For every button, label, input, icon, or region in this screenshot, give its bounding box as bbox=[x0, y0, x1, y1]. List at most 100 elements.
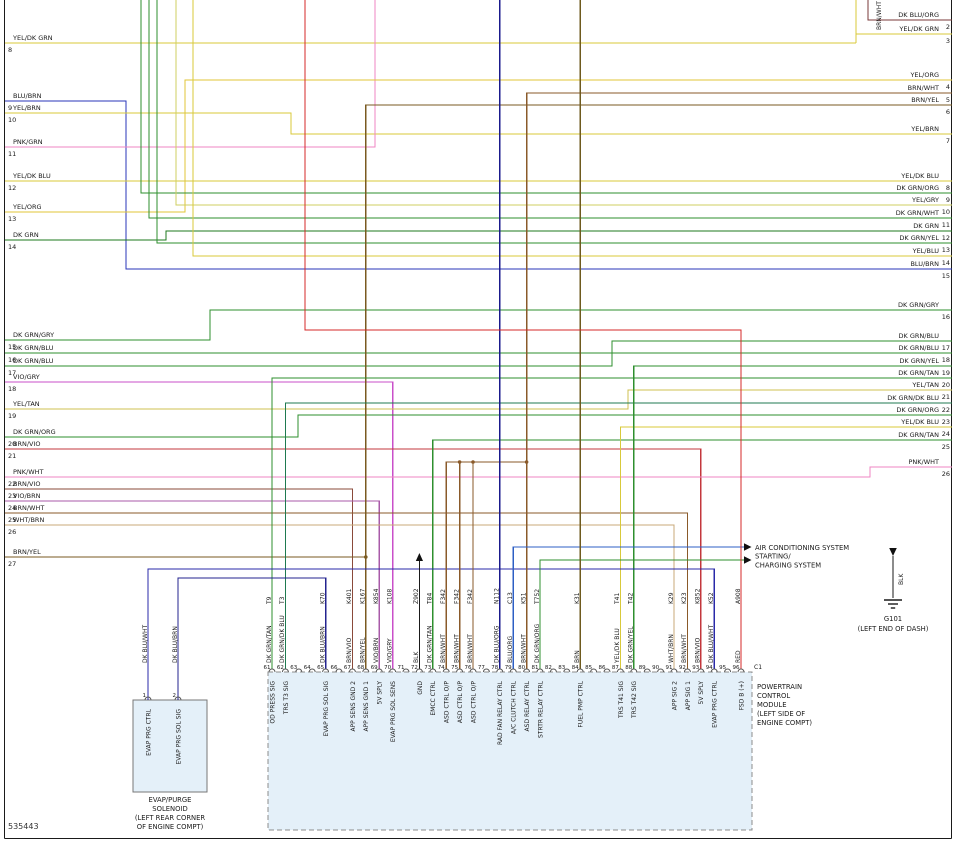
wire-left9-blu-brn bbox=[5, 100, 952, 270]
evap-pin-wire-color: DK BLU/BRN bbox=[172, 626, 179, 663]
pcm-pin-socket bbox=[683, 668, 691, 673]
pcm-pin-socket bbox=[389, 668, 397, 673]
wire-left23-brn-vio bbox=[5, 488, 354, 669]
evap-pin-socket bbox=[144, 696, 152, 701]
sheet-number: 535443 bbox=[8, 822, 39, 831]
pcm-pin-number: 74 bbox=[438, 665, 445, 671]
pcm-pin-wire-color: BRN/YEL bbox=[360, 637, 367, 663]
pcm-pin-socket bbox=[402, 668, 410, 673]
left-wire-number: 24 bbox=[8, 504, 16, 512]
right-wire-color-label: DK GRN/YEL bbox=[899, 234, 939, 242]
right-wire-number: 14 bbox=[942, 259, 950, 267]
left-wire-number: 14 bbox=[8, 243, 16, 251]
pcm-caption: (LEFT SIDE OF bbox=[757, 710, 805, 718]
junction-dot bbox=[524, 460, 529, 464]
pcm-pin-socket bbox=[697, 668, 705, 673]
right-wire-number: 8 bbox=[946, 184, 950, 192]
pcm-pin-circuit-id: K29 bbox=[668, 592, 675, 604]
right-wire-number: 10 bbox=[942, 208, 950, 216]
wire-left24-vio-brn bbox=[5, 500, 380, 669]
air-conditioning-system-arrow bbox=[744, 543, 752, 551]
left-wire-number: 16 bbox=[8, 356, 16, 364]
pcm-pin-socket bbox=[710, 668, 718, 673]
wire-left25-brn-wht bbox=[5, 512, 689, 669]
wire-pin88-dk-grn-yel bbox=[633, 365, 952, 669]
pcm-pin-wire-color: WHT/BRN bbox=[668, 634, 675, 663]
pcm-pin-number: 84 bbox=[572, 665, 579, 671]
evap-caption: EVAP/PURGE bbox=[149, 796, 192, 804]
pcm-pin-wire-color: BLU/ORG bbox=[507, 636, 514, 663]
g101-feed-arrow bbox=[889, 548, 897, 556]
pcm-pin-circuit-id: T9 bbox=[266, 596, 273, 605]
right-wire-color-label: YEL/DK BLU bbox=[900, 418, 939, 426]
left-wire-number: 8 bbox=[8, 46, 12, 54]
pcm-pin-number: 67 bbox=[344, 665, 351, 671]
left-wire-color-label: DK GRN/BLU bbox=[13, 357, 54, 365]
pcm-pin-wire-color: DK BLU/ORG bbox=[494, 625, 501, 663]
right-wire-color-label: YEL/DK GRN bbox=[898, 25, 939, 33]
pcm-pin-socket bbox=[415, 668, 423, 673]
evap-pin-wire-color: DK BLU/WHT bbox=[142, 625, 149, 663]
pcm-pin-wire-color: BRN/WHT bbox=[467, 634, 474, 663]
pcm-pin-wire-color: BRN bbox=[574, 650, 581, 663]
right-wire-color-label: BLU/BRN bbox=[910, 260, 939, 268]
pcm-pin-signal: STRTR RELAY CTRL bbox=[537, 680, 544, 738]
pcm-pin-wire-color: YEL/DK BLU bbox=[614, 628, 621, 664]
pcm-pin-circuit-id: F342 bbox=[467, 589, 474, 604]
wire-right13-dk-grn-yel bbox=[156, 0, 952, 244]
pcm-pin-number: 95 bbox=[719, 665, 726, 671]
pcm-pin-circuit-id: N112 bbox=[494, 588, 501, 604]
wire-left26-wht-brn bbox=[5, 524, 675, 669]
pcm-caption: POWERTRAIN bbox=[757, 683, 802, 691]
pcm-pin-socket bbox=[576, 668, 584, 673]
pcm-pin-number: 86 bbox=[599, 665, 606, 671]
pcm-pin-signal: EVAP PRG SOL SIG bbox=[323, 681, 330, 737]
left-wire-color-label: YEL/ORG bbox=[12, 203, 42, 211]
pcm-pin-signal: TRS T41 SIG bbox=[618, 681, 625, 719]
pcm-pin-wire-color: DK GRN/YEL bbox=[628, 626, 635, 663]
pcm-pin-circuit-id: T42 bbox=[628, 593, 635, 605]
right-wire-number: 13 bbox=[942, 246, 950, 254]
left-wire-number: 18 bbox=[8, 385, 16, 393]
right-wire-number: 20 bbox=[942, 381, 950, 389]
pcm-pin-socket bbox=[724, 668, 732, 673]
right-wire-color-label: DK GRN/GRY bbox=[898, 301, 939, 309]
right-wire-color-label: DK GRN/ORG bbox=[896, 184, 939, 192]
pcm-pin-circuit-id: K51 bbox=[520, 592, 527, 604]
pcm-pin-wire-color: BRN/WHT bbox=[453, 634, 460, 663]
right-wire-color-label: DK GRN/BLU bbox=[899, 344, 940, 352]
pcm-pin-socket bbox=[616, 668, 624, 673]
right-wire-color-label: DK GRN/TAN bbox=[898, 431, 939, 439]
evap-caption: SOLENOID bbox=[152, 805, 187, 813]
pcm-pin-circuit-id: K23 bbox=[681, 592, 688, 604]
pcm-pin-number: 88 bbox=[625, 665, 632, 671]
left-wire-color-label: DK GRN bbox=[13, 231, 39, 239]
right-wire-color-label: YEL/TAN bbox=[911, 381, 939, 389]
pcm-pin-number: 61 bbox=[264, 665, 271, 671]
pcm-pin-signal: APP SIG 1 bbox=[685, 681, 692, 710]
ground-location: (LEFT END OF DASH) bbox=[858, 625, 929, 633]
right-wire-number: 4 bbox=[946, 83, 950, 91]
left-wire-color-label: WHT/BRN bbox=[13, 516, 44, 524]
wire-right9-dk-grn-org bbox=[140, 0, 952, 194]
pcm-pin-socket bbox=[308, 668, 316, 673]
pcm-pin-circuit-id: T41 bbox=[614, 593, 621, 605]
right-wire-color-label: YEL/GRY bbox=[911, 196, 939, 204]
pcm-pin-signal: EVAP PRG CTRL bbox=[712, 680, 719, 728]
pcm-pin-signal: APP SENS GND 2 bbox=[350, 681, 357, 732]
pcm-pin-wire-color: DK BLU/WHT bbox=[708, 625, 715, 663]
pcm-pin-socket bbox=[643, 668, 651, 673]
pcm-pin-circuit-id: T752 bbox=[534, 589, 541, 605]
right-wire-number: 26 bbox=[942, 470, 950, 478]
left-wire-color-label: DK GRN/BLU bbox=[13, 344, 54, 352]
right-wire-number: 9 bbox=[946, 196, 950, 204]
right-wire-number: 16 bbox=[942, 313, 950, 321]
right-wire-number: 25 bbox=[942, 443, 950, 451]
pcm-pin-signal: ASD RELAY CTRL bbox=[524, 680, 531, 731]
pcm-pin-number: 91 bbox=[666, 665, 673, 671]
pcm-pin-number: 66 bbox=[331, 665, 338, 671]
pcm-pin-signal: ASD CTRL O/P bbox=[444, 681, 451, 723]
left-wire-color-label: VIO/BRN bbox=[13, 492, 41, 500]
pcm-pin-signal: ASD CTRL O/P bbox=[470, 681, 477, 723]
